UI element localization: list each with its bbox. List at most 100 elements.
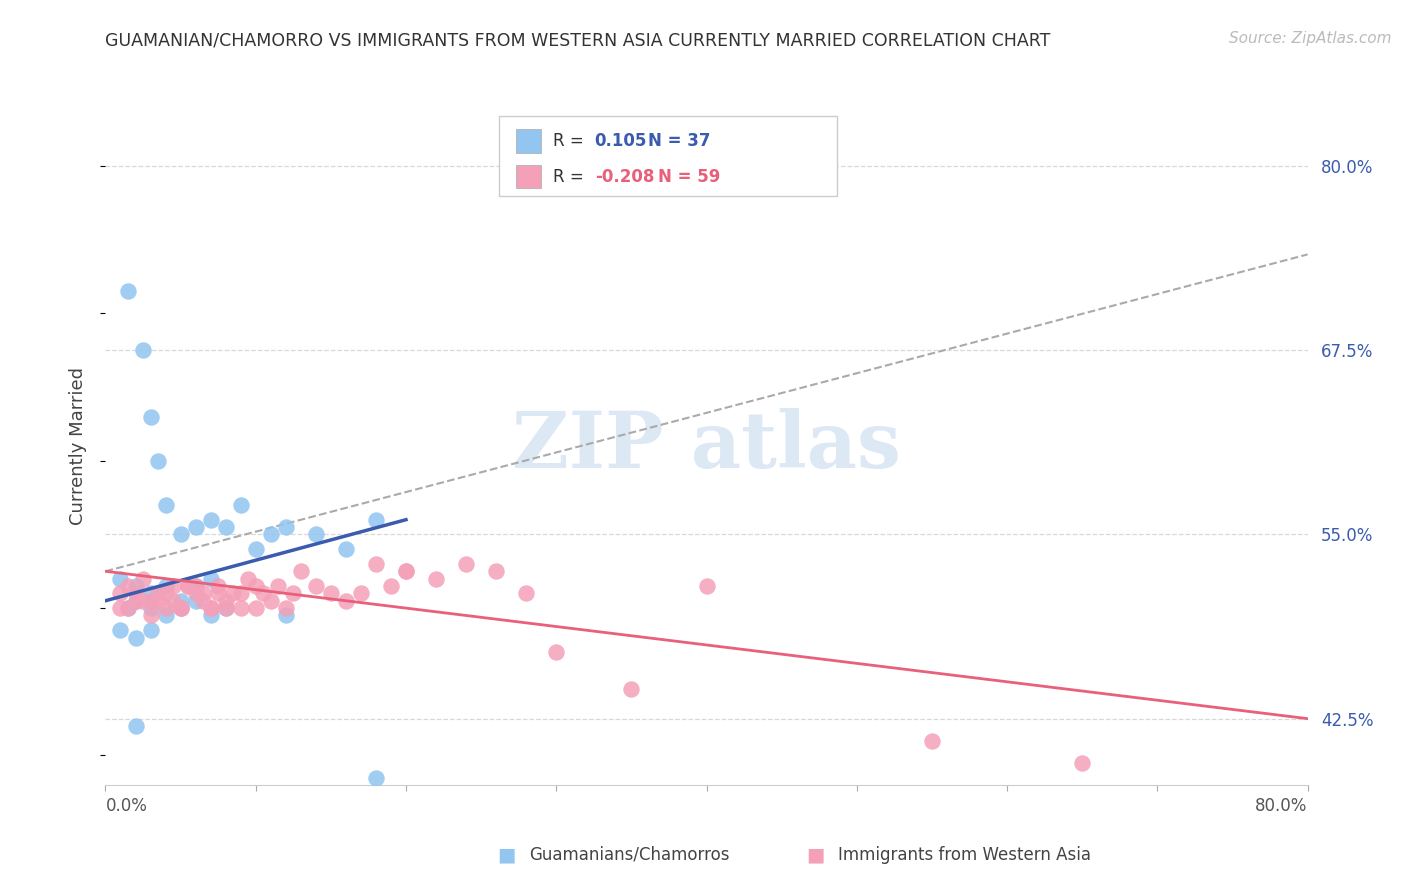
Point (124, 593, 146, 607)
Point (252, 586, 274, 600)
Point (117, 601, 139, 615)
Point (110, 601, 132, 615)
Text: R =: R = (553, 132, 589, 150)
Point (146, 454, 169, 468)
Point (169, 601, 191, 615)
Text: -0.208: -0.208 (595, 168, 654, 186)
Point (184, 579, 207, 593)
Text: Source: ZipAtlas.com: Source: ZipAtlas.com (1229, 31, 1392, 46)
Point (132, 572, 155, 586)
Text: 0.105: 0.105 (595, 132, 647, 150)
Point (169, 527, 191, 541)
Point (110, 586, 132, 600)
Point (546, 645, 568, 659)
Point (245, 542, 267, 557)
Point (364, 513, 387, 527)
Point (335, 593, 357, 607)
Point (222, 586, 245, 600)
Point (290, 564, 312, 578)
Point (267, 579, 290, 593)
Point (305, 527, 328, 541)
Text: ■: ■ (806, 845, 825, 864)
Point (274, 520, 297, 534)
Point (200, 601, 222, 615)
Point (229, 601, 252, 615)
Point (139, 586, 162, 600)
Point (139, 409, 162, 424)
Point (117, 579, 139, 593)
Point (139, 624, 162, 638)
Point (214, 520, 236, 534)
Point (124, 586, 146, 600)
Point (395, 564, 418, 578)
Point (245, 601, 267, 615)
Text: Guamanians/Chamorros: Guamanians/Chamorros (529, 846, 730, 863)
Point (139, 593, 162, 607)
Point (364, 557, 387, 571)
Point (200, 513, 222, 527)
Point (184, 579, 207, 593)
Point (335, 542, 357, 557)
Point (485, 564, 508, 578)
Point (214, 601, 236, 615)
Point (162, 593, 184, 607)
Y-axis label: Currently Married: Currently Married (69, 367, 87, 525)
Point (132, 593, 155, 607)
Point (124, 579, 146, 593)
Point (191, 593, 214, 607)
Point (214, 601, 236, 615)
Text: N = 37: N = 37 (648, 132, 710, 150)
Point (238, 572, 260, 586)
Text: ■: ■ (496, 845, 516, 864)
Point (132, 343, 155, 358)
Point (117, 601, 139, 615)
Point (177, 579, 200, 593)
Point (191, 586, 214, 600)
Text: R =: R = (553, 168, 589, 186)
Point (146, 593, 169, 607)
Point (245, 579, 267, 593)
Point (1071, 756, 1094, 770)
Point (229, 586, 252, 600)
Point (155, 579, 177, 593)
Point (169, 593, 191, 607)
Point (214, 593, 236, 607)
Point (117, 285, 139, 299)
Point (155, 498, 177, 512)
Point (921, 733, 943, 747)
Point (184, 520, 207, 534)
Point (184, 586, 207, 600)
Text: Immigrants from Western Asia: Immigrants from Western Asia (838, 846, 1091, 863)
Text: GUAMANIAN/CHAMORRO VS IMMIGRANTS FROM WESTERN ASIA CURRENTLY MARRIED CORRELATION: GUAMANIAN/CHAMORRO VS IMMIGRANTS FROM WE… (105, 31, 1050, 49)
Text: 0.0%: 0.0% (105, 797, 148, 815)
Point (207, 579, 229, 593)
Point (200, 608, 222, 623)
Point (155, 601, 177, 615)
Point (274, 601, 297, 615)
Point (110, 572, 132, 586)
Point (124, 593, 146, 607)
Point (184, 593, 207, 607)
Point (124, 631, 146, 645)
Point (139, 608, 162, 623)
Text: 80.0%: 80.0% (1256, 797, 1308, 815)
Point (395, 564, 418, 578)
Point (177, 579, 200, 593)
Point (229, 498, 252, 512)
Point (364, 771, 387, 785)
Point (425, 572, 447, 586)
Point (110, 624, 132, 638)
Point (260, 593, 283, 607)
Point (260, 527, 283, 541)
Point (274, 608, 297, 623)
Point (155, 586, 177, 600)
Text: ZIP atlas: ZIP atlas (512, 408, 901, 484)
Point (200, 572, 222, 586)
Point (139, 601, 162, 615)
Point (162, 579, 184, 593)
Point (620, 682, 643, 697)
Point (515, 586, 537, 600)
Point (456, 557, 478, 571)
Point (169, 601, 191, 615)
Point (124, 719, 146, 733)
